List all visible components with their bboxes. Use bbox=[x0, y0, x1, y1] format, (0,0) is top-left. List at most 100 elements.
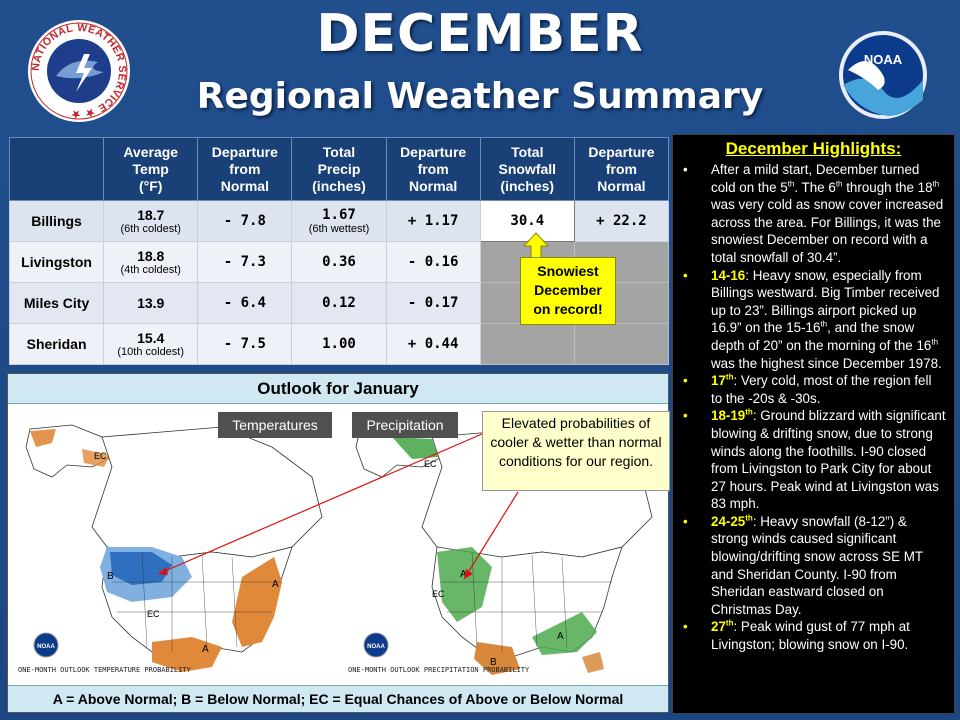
snow-departure-empty bbox=[573, 241, 670, 283]
precip-map-caption: ONE-MONTH OUTLOOK PRECIPITATION PROBABIL… bbox=[348, 666, 530, 674]
outlook-panel: Outlook for January B EC EC A A NOAA bbox=[7, 373, 670, 713]
table-row: Miles City 13.9 - 6.4 0.12 - 0.17 bbox=[8, 282, 670, 324]
map-label-ec: EC bbox=[147, 609, 160, 619]
avg-temp-cell: 15.4 (10th coldest) bbox=[103, 323, 199, 365]
header-line: Departure bbox=[588, 143, 655, 160]
temp-departure: - 7.8 bbox=[197, 200, 293, 242]
header-line: Total bbox=[511, 143, 544, 160]
avg-temp: 13.9 bbox=[103, 282, 199, 324]
highlight-date: 27th bbox=[711, 618, 734, 635]
snow-departure: + 22.2 bbox=[573, 200, 670, 242]
header-total-snowfall: Total Snowfall (inches) bbox=[479, 137, 575, 201]
list-item: 24-25th: Heavy snowfall (8-12”) & strong… bbox=[681, 513, 946, 619]
list-item: 27th: Peak wind gust of 77 mph at Living… bbox=[681, 618, 946, 653]
precip-cell: 1.67 (6th wettest) bbox=[291, 200, 387, 242]
header-line: Average bbox=[123, 143, 179, 160]
snow-departure-empty bbox=[573, 323, 670, 365]
elevated-probabilities-note: Elevated probabilities of cooler & wette… bbox=[482, 411, 670, 491]
city-name: Billings bbox=[8, 200, 105, 242]
svg-text:A: A bbox=[460, 569, 467, 580]
avg-temp: 15.4 bbox=[137, 329, 165, 346]
list-item: 17th: Very cold, most of the region fell… bbox=[681, 372, 946, 407]
city-name: Miles City bbox=[8, 282, 105, 324]
callout-line: Snowiest bbox=[537, 263, 599, 279]
nws-logo: NATIONAL WEATHER SERVICE ★ ★ bbox=[28, 20, 130, 122]
temp-departure: - 7.5 bbox=[197, 323, 293, 365]
temp-rank: (10th coldest) bbox=[117, 345, 185, 358]
temp-rank: (4th coldest) bbox=[120, 263, 181, 276]
snowfall-empty bbox=[479, 323, 575, 365]
header-snow-departure: Departure from Normal bbox=[573, 137, 670, 201]
header-line: Normal bbox=[597, 177, 646, 194]
precipitation-label: Precipitation bbox=[352, 412, 458, 438]
map-label-b: B bbox=[107, 571, 114, 582]
precip-departure: - 0.17 bbox=[385, 282, 481, 324]
outlook-title: Outlook for January bbox=[8, 374, 668, 404]
svg-text:B: B bbox=[490, 657, 497, 668]
avg-temp-cell: 18.8 (4th coldest) bbox=[103, 241, 199, 283]
map-label-a: A bbox=[202, 644, 209, 655]
temperature-outlook-map: B EC EC A A NOAA bbox=[12, 407, 338, 685]
precip-departure: + 1.17 bbox=[385, 200, 481, 242]
total-precip: 0.36 bbox=[291, 241, 387, 283]
callout-line: December bbox=[534, 282, 602, 298]
header-total-precip: Total Precip (inches) bbox=[291, 137, 387, 201]
table-row: Billings 18.7 (6th coldest) - 7.8 1.67 (6t… bbox=[8, 200, 670, 242]
temp-departure: - 7.3 bbox=[197, 241, 293, 283]
svg-text:EC: EC bbox=[432, 589, 445, 599]
header-line: from bbox=[417, 160, 449, 177]
header-line: Total bbox=[322, 143, 356, 160]
highlight-date: 18-19th bbox=[711, 407, 753, 424]
header-precip-departure: Departure from Normal bbox=[385, 137, 481, 201]
header-line: Precip bbox=[317, 160, 361, 177]
table-row: Sheridan 15.4 (10th coldest) - 7.5 1.00 +… bbox=[8, 323, 670, 365]
climate-data-table: Average Temp (°F) Departure from Normal … bbox=[8, 137, 670, 365]
highlight-date: 17th bbox=[711, 372, 734, 389]
avg-temp: 18.7 bbox=[137, 206, 165, 223]
list-item: 18-19th: Ground blizzard with significan… bbox=[681, 407, 946, 513]
svg-text:NOAA: NOAA bbox=[864, 52, 903, 67]
highlights-list: After a mild start, December turned cold… bbox=[681, 161, 946, 654]
table-header-row: Average Temp (°F) Departure from Normal … bbox=[8, 137, 670, 201]
city-name: Livingston bbox=[8, 241, 105, 283]
precip-rank: (6th wettest) bbox=[308, 223, 370, 235]
precip-departure: + 0.44 bbox=[385, 323, 481, 365]
header-line: Departure bbox=[400, 143, 467, 160]
header-line: Snowfall bbox=[498, 160, 557, 177]
svg-text:EC: EC bbox=[424, 459, 437, 469]
svg-text:A: A bbox=[557, 631, 564, 642]
map-label-ec: EC bbox=[94, 451, 107, 461]
temp-departure: - 6.4 bbox=[197, 282, 293, 324]
header-line: Departure bbox=[211, 143, 278, 160]
total-precip: 0.12 bbox=[291, 282, 387, 324]
page-title: DECEMBER bbox=[316, 4, 644, 64]
header-line: (°F) bbox=[138, 177, 163, 194]
header-line: (inches) bbox=[500, 177, 555, 194]
highlight-date: 14-16 bbox=[711, 267, 746, 283]
total-precip: 1.67 bbox=[322, 207, 356, 223]
header-blank bbox=[8, 137, 105, 201]
callout-line: on record! bbox=[533, 301, 603, 317]
list-item: 14-16: Heavy snow, especially from Billi… bbox=[681, 267, 946, 373]
header-line: from bbox=[229, 160, 261, 177]
header-line: (inches) bbox=[312, 177, 366, 194]
header-line: Normal bbox=[220, 177, 269, 194]
temp-map-caption: ONE-MONTH OUTLOOK TEMPERATURE PROBABILIT… bbox=[18, 666, 191, 674]
svg-text:NOAA: NOAA bbox=[37, 644, 55, 650]
outlook-legend: A = Above Normal; B = Below Normal; EC =… bbox=[8, 685, 668, 712]
highlights-title: December Highlights: bbox=[725, 139, 902, 158]
highlights-panel: December Highlights: After a mild start,… bbox=[672, 134, 955, 714]
header-temp-departure: Departure from Normal bbox=[197, 137, 293, 201]
snowiest-callout: Snowiest December on record! bbox=[520, 257, 616, 325]
svg-text:NOAA: NOAA bbox=[367, 644, 385, 650]
header-line: Temp bbox=[132, 160, 169, 177]
total-precip: 1.00 bbox=[291, 323, 387, 365]
avg-temp-cell: 18.7 (6th coldest) bbox=[103, 200, 199, 242]
map-label-a: A bbox=[272, 579, 279, 590]
temperatures-label: Temperatures bbox=[218, 412, 332, 438]
precip-departure: - 0.16 bbox=[385, 241, 481, 283]
highlight-date: 24-25th bbox=[711, 513, 753, 529]
header-line: Normal bbox=[409, 177, 458, 194]
header-avg-temp: Average Temp (°F) bbox=[103, 137, 199, 201]
temp-rank: (6th coldest) bbox=[120, 222, 181, 235]
